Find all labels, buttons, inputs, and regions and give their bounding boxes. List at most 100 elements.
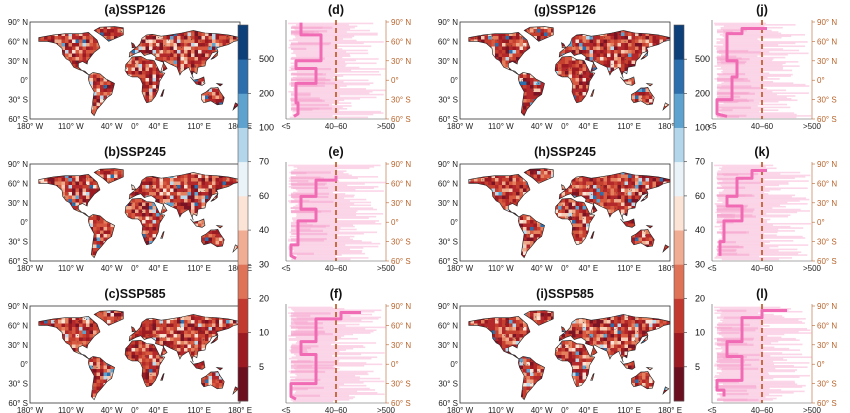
- significance-dot: [42, 250, 44, 252]
- grid-cell: [229, 71, 234, 75]
- significance-dot: [86, 232, 88, 234]
- grid-cell: [44, 102, 48, 107]
- grid-cell: [40, 32, 45, 37]
- grid-cell: [86, 46, 90, 51]
- grid-cell: [38, 330, 41, 335]
- grid-cell: [135, 248, 139, 252]
- grid-cell: [233, 57, 237, 61]
- grid-cell: [30, 113, 34, 117]
- grid-cell: [124, 323, 129, 328]
- grid-cell: [159, 327, 164, 331]
- grid-cell: [34, 245, 38, 249]
- grid-cell: [135, 348, 139, 352]
- significance-dot: [131, 105, 133, 107]
- grid-cell: [72, 195, 76, 200]
- grid-cell: [145, 209, 150, 214]
- grid-cell: [135, 78, 139, 82]
- grid-cell: [212, 171, 216, 175]
- grid-cell: [40, 81, 45, 86]
- grid-cell: [62, 164, 66, 168]
- grid-cell: [135, 313, 139, 317]
- grid-cell: [107, 202, 111, 207]
- grid-cell: [184, 259, 188, 263]
- grid-cell: [222, 192, 227, 196]
- grid-cell: [30, 234, 34, 238]
- grid-cell: [201, 26, 206, 30]
- grid-cell: [198, 206, 202, 210]
- grid-cell: [86, 255, 90, 258]
- grid-cell: [114, 337, 118, 342]
- grid-cell: [156, 220, 160, 224]
- significance-dot: [103, 99, 105, 100]
- grid-cell: [93, 348, 97, 352]
- grid-cell: [177, 102, 181, 107]
- grid-cell: [72, 234, 76, 238]
- grid-cell: [40, 220, 45, 224]
- significance-dot: [198, 36, 200, 37]
- grid-cell: [118, 306, 122, 310]
- grid-cell: [229, 227, 234, 231]
- grid-cell: [103, 102, 108, 107]
- grid-cell: [208, 185, 213, 189]
- grid-cell: [51, 88, 55, 93]
- grid-cell: [226, 164, 230, 168]
- grid-cell: [38, 234, 41, 238]
- grid-cell: [226, 109, 230, 114]
- grid-cell: [110, 32, 115, 37]
- grid-cell: [177, 230, 181, 235]
- significance-dot: [207, 93, 209, 95]
- grid-cell: [107, 255, 111, 258]
- grid-cell: [90, 22, 94, 26]
- grid-cell: [30, 231, 34, 235]
- grid-cell: [110, 50, 115, 54]
- significance-dot: [66, 101, 68, 103]
- grid-cell: [107, 306, 111, 310]
- grid-cell: [34, 78, 38, 82]
- grid-cell: [114, 117, 118, 121]
- grid-cell: [82, 181, 87, 186]
- grid-cell: [149, 230, 153, 235]
- significance-dot: [71, 93, 73, 95]
- grid-cell: [54, 313, 59, 317]
- grid-cell: [205, 237, 209, 242]
- grid-cell: [47, 209, 52, 214]
- grid-cell: [201, 46, 206, 51]
- significance-dot: [180, 47, 182, 49]
- grid-cell: [34, 85, 38, 89]
- grid-cell: [82, 227, 87, 231]
- grid-cell: [138, 213, 143, 217]
- grid-cell: [180, 244, 185, 249]
- grid-cell: [38, 174, 41, 179]
- grid-cell: [163, 53, 167, 58]
- grid-cell: [58, 251, 62, 256]
- grid-cell: [103, 202, 108, 207]
- grid-cell: [38, 327, 41, 331]
- grid-cell: [194, 36, 199, 40]
- grid-cell: [86, 57, 90, 61]
- grid-cell: [222, 88, 227, 93]
- grid-cell: [44, 223, 48, 228]
- grid-cell: [194, 255, 199, 258]
- grid-cell: [44, 188, 48, 193]
- grid-cell: [229, 113, 234, 116]
- grid-cell: [65, 341, 69, 345]
- grid-cell: [103, 95, 108, 100]
- grid-cell: [124, 43, 129, 47]
- grid-cell: [97, 259, 101, 263]
- grid-cell: [34, 259, 38, 263]
- grid-cell: [145, 74, 150, 79]
- grid-cell: [79, 78, 83, 82]
- grid-cell: [215, 341, 220, 345]
- significance-dot: [71, 89, 73, 91]
- grid-cell: [152, 216, 157, 221]
- grid-cell: [138, 327, 143, 331]
- significance-dot: [124, 81, 126, 83]
- grid-cell: [47, 244, 52, 249]
- grid-cell: [194, 195, 199, 200]
- significance-dot: [59, 251, 61, 253]
- grid-cell: [40, 195, 45, 200]
- grid-cell: [180, 36, 185, 40]
- grid-cell: [131, 29, 136, 33]
- grid-cell: [68, 168, 73, 172]
- grid-cell: [30, 117, 34, 121]
